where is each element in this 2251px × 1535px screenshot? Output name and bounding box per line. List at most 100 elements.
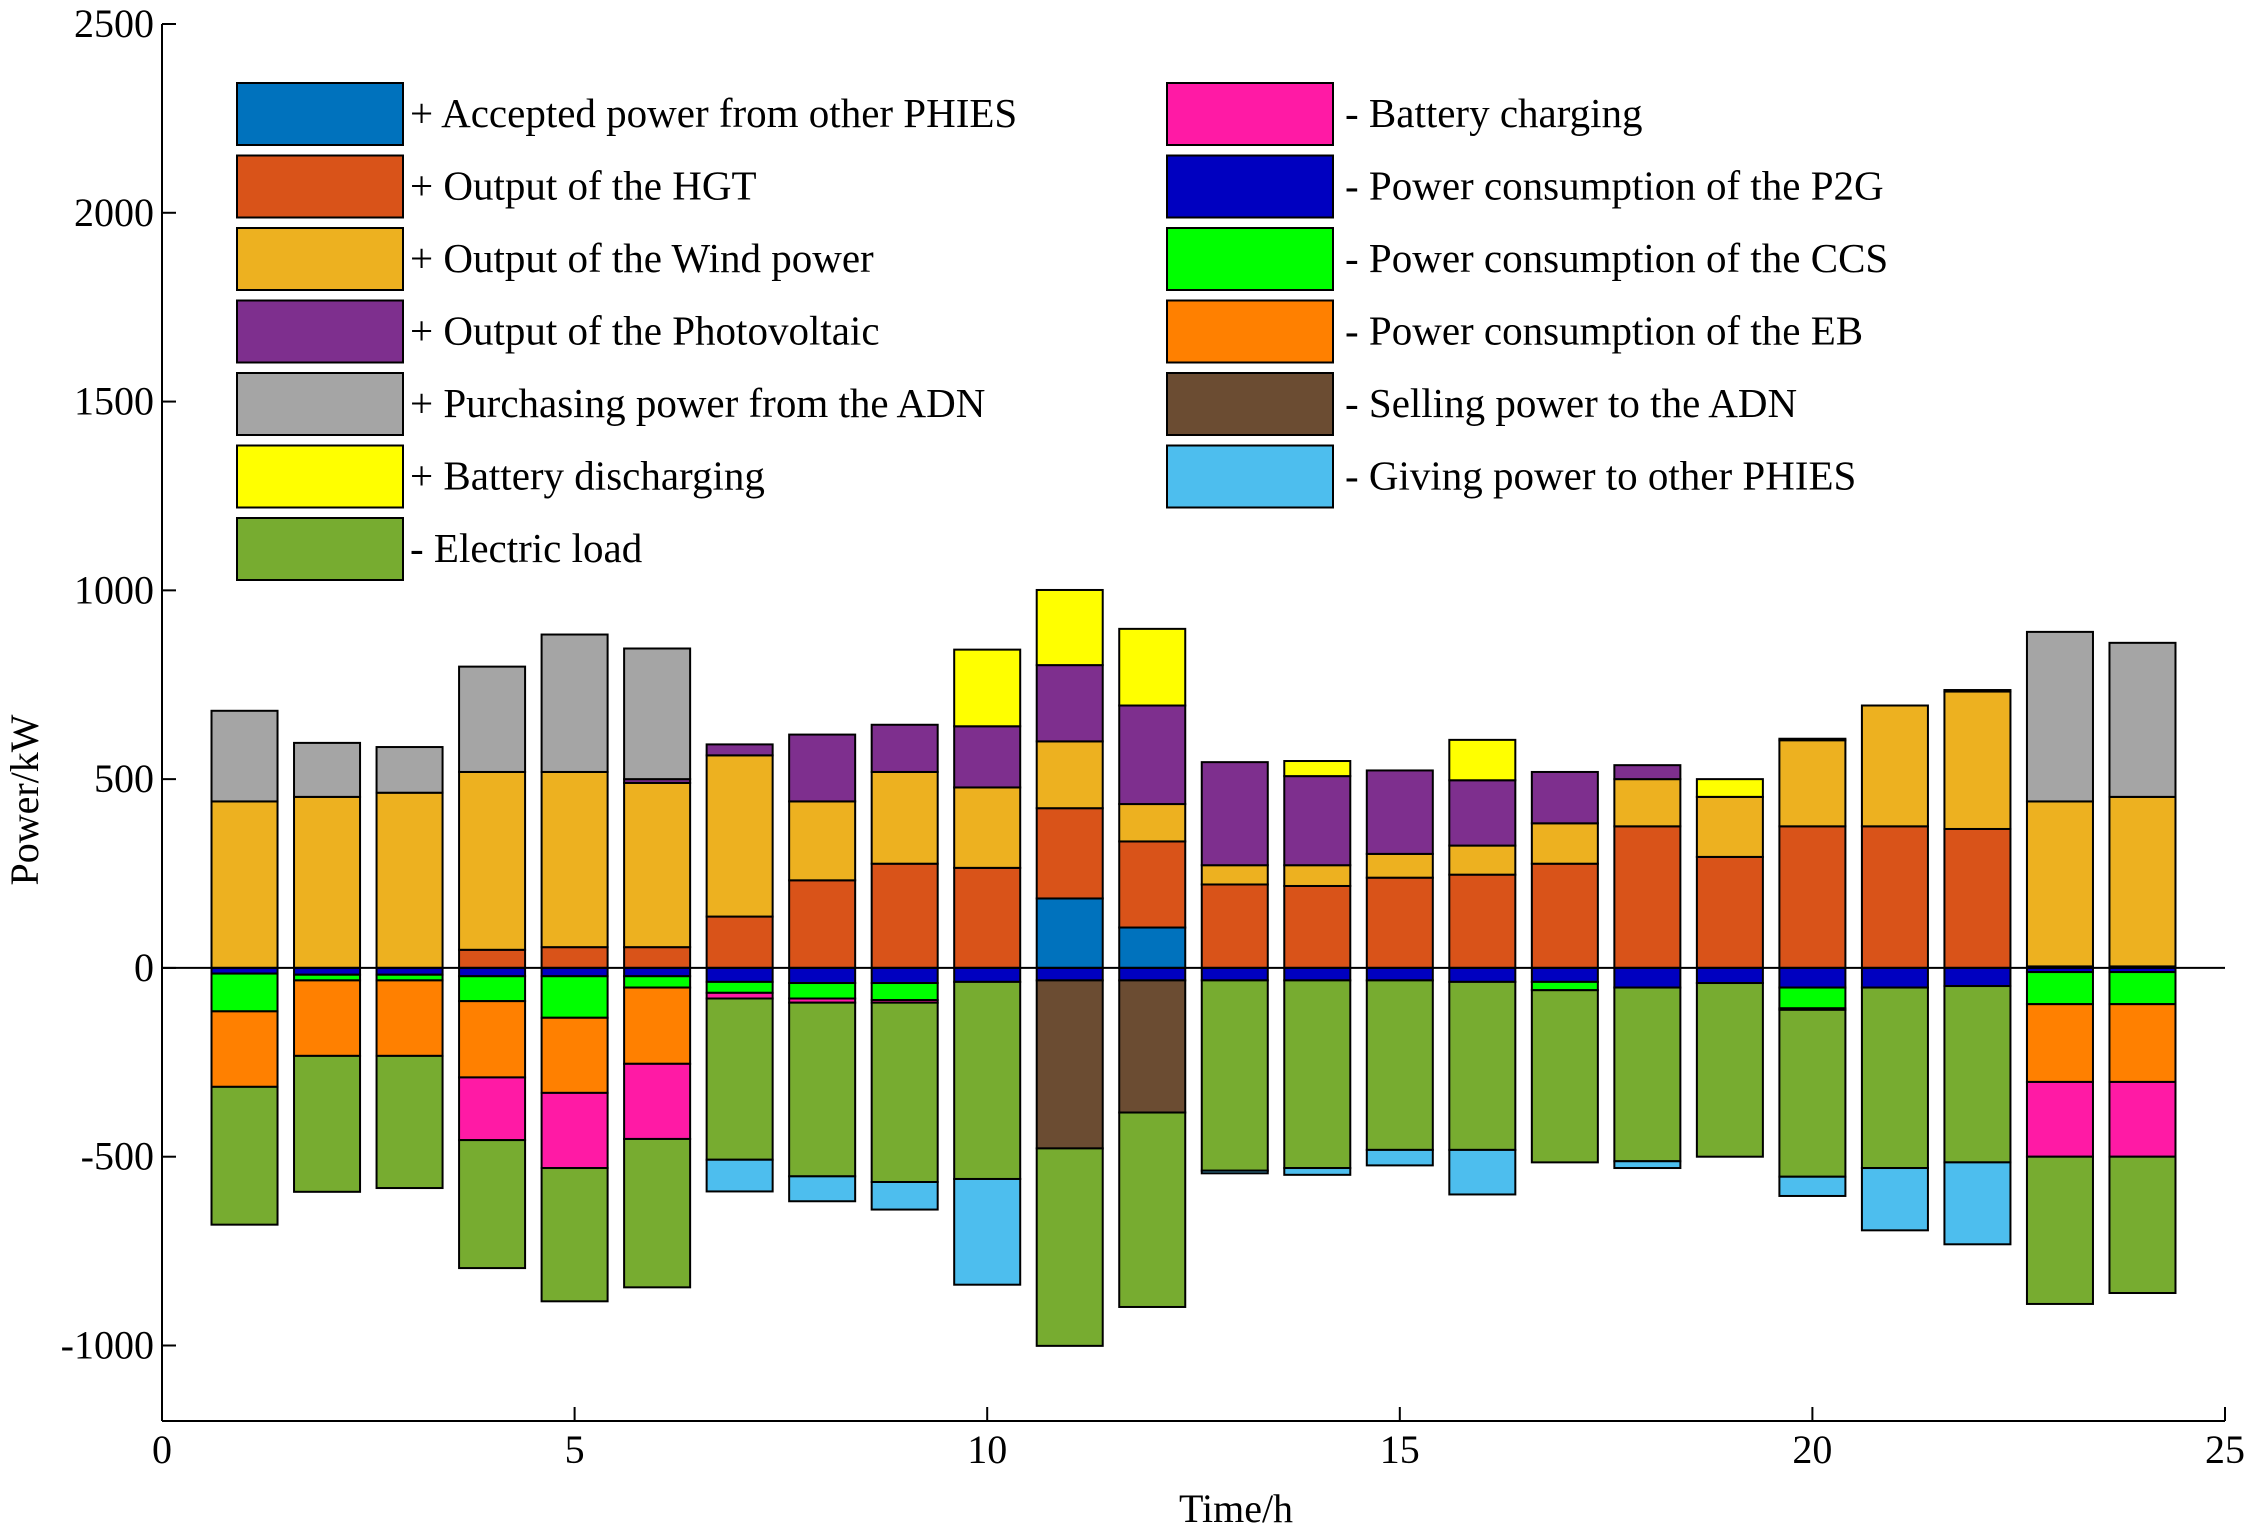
bar-segment	[2108, 1080, 2177, 1158]
bar-segment	[1613, 764, 1682, 781]
bar-segment	[1943, 966, 2012, 988]
bar-segment	[1200, 979, 1269, 1172]
bar-segment	[1448, 844, 1517, 876]
bar-segment	[1943, 827, 2012, 969]
x-tick-label: 20	[1792, 1427, 1832, 1472]
legend-swatch	[236, 517, 404, 581]
bar-segment	[2108, 971, 2177, 1006]
bar-segment	[623, 781, 692, 949]
bar-segment	[1035, 897, 1104, 969]
legend-label: - Selling power to the ADN	[1345, 380, 1797, 426]
bar-segment	[458, 948, 527, 969]
x-tick-label: 15	[1380, 1427, 1420, 1472]
bar-segment	[953, 966, 1022, 983]
bar-segment	[1283, 979, 1352, 1170]
bar-segment	[953, 1177, 1022, 1286]
y-tick-label: 2500	[74, 1, 154, 46]
bar-segment	[788, 879, 857, 969]
y-tick-label: -500	[81, 1134, 154, 1179]
bar-segment	[623, 1137, 692, 1289]
bar-segment	[953, 866, 1022, 969]
bar-segment	[1118, 1111, 1187, 1308]
bar-segment	[2108, 1155, 2177, 1295]
bar-segment	[870, 723, 939, 773]
bar-segment	[210, 1085, 279, 1226]
bar-segment	[623, 946, 692, 969]
bar-segment	[540, 770, 609, 949]
bar-segment	[788, 800, 857, 882]
y-tick-label: -1000	[61, 1322, 154, 1367]
bar-segment	[1118, 966, 1187, 982]
bar-segment	[1448, 966, 1517, 983]
bar-segment	[705, 966, 774, 983]
bar-segment	[870, 1001, 939, 1183]
bar-segment	[623, 986, 692, 1065]
bar-segment	[953, 786, 1022, 869]
legend-swatch	[236, 299, 404, 364]
bar-segment	[1035, 966, 1104, 982]
y-tick-label: 1000	[74, 567, 154, 612]
bar-segment	[458, 966, 527, 978]
bar-segment	[1943, 690, 2012, 830]
bar-segment	[1943, 985, 2012, 1164]
legend-label: - Giving power to other PHIES	[1345, 453, 1856, 499]
bar-segment	[210, 972, 279, 1013]
legend-swatch	[1166, 82, 1334, 146]
bar-segment	[1695, 778, 1764, 798]
bar-segment	[1035, 979, 1104, 1150]
bar-segment	[458, 1000, 527, 1079]
bar-segment	[1118, 627, 1187, 707]
bar-segment	[1200, 761, 1269, 867]
bar-segment	[788, 1175, 857, 1203]
bar-segment	[705, 1158, 774, 1193]
bar-segment	[1365, 979, 1434, 1151]
bar-segment	[788, 1001, 857, 1178]
bar-segment	[1778, 1008, 1847, 1178]
bar-segment	[1448, 980, 1517, 1151]
bar-segment	[1448, 1148, 1517, 1196]
bar-segment	[1365, 769, 1434, 855]
bar-segment	[1118, 979, 1187, 1114]
bar-segment	[1118, 803, 1187, 843]
bar-segment	[540, 1016, 609, 1094]
bar-segment	[2108, 795, 2177, 968]
bar-segment	[1035, 740, 1104, 810]
bar-segment	[1778, 739, 1847, 828]
bar-segment	[1860, 1167, 1929, 1232]
legend-swatch	[1166, 444, 1334, 509]
legend-label: - Electric load	[410, 525, 642, 571]
bar-segment	[375, 746, 444, 794]
bar-segment	[2025, 630, 2094, 803]
bar-segment	[458, 975, 527, 1003]
bar-segment	[953, 648, 1022, 728]
bar-segment	[1283, 864, 1352, 887]
bar-segment	[1613, 986, 1682, 1163]
bar-segment	[1943, 689, 2012, 693]
bar-segment	[2108, 1003, 2177, 1083]
bar-segment	[1035, 1147, 1104, 1347]
bar-segment	[1860, 704, 1929, 828]
x-tick-label: 5	[565, 1427, 585, 1472]
bar-segment	[1778, 825, 1847, 969]
bar-segment	[1283, 1167, 1352, 1176]
bar-segment	[1200, 1169, 1269, 1175]
bar-segment	[705, 915, 774, 969]
bar-segment	[375, 791, 444, 969]
y-tick-label: 1500	[74, 379, 154, 424]
bar-segment	[1118, 704, 1187, 806]
bar-segment	[1200, 883, 1269, 969]
bar-segment	[870, 862, 939, 969]
bar-segment	[705, 980, 774, 994]
bar-segment	[540, 975, 609, 1019]
bar-segment	[210, 709, 279, 803]
bar-segment	[458, 1139, 527, 1270]
bar-segment	[1035, 664, 1104, 743]
x-tick-label: 25	[2205, 1427, 2245, 1472]
bar-segment	[788, 966, 857, 985]
bar-segment	[1530, 862, 1599, 969]
bar-segment	[1530, 980, 1599, 992]
bar-segment	[458, 770, 527, 951]
bar-segment	[458, 1076, 527, 1142]
x-axis-label: Time/h	[1179, 1486, 1293, 1531]
